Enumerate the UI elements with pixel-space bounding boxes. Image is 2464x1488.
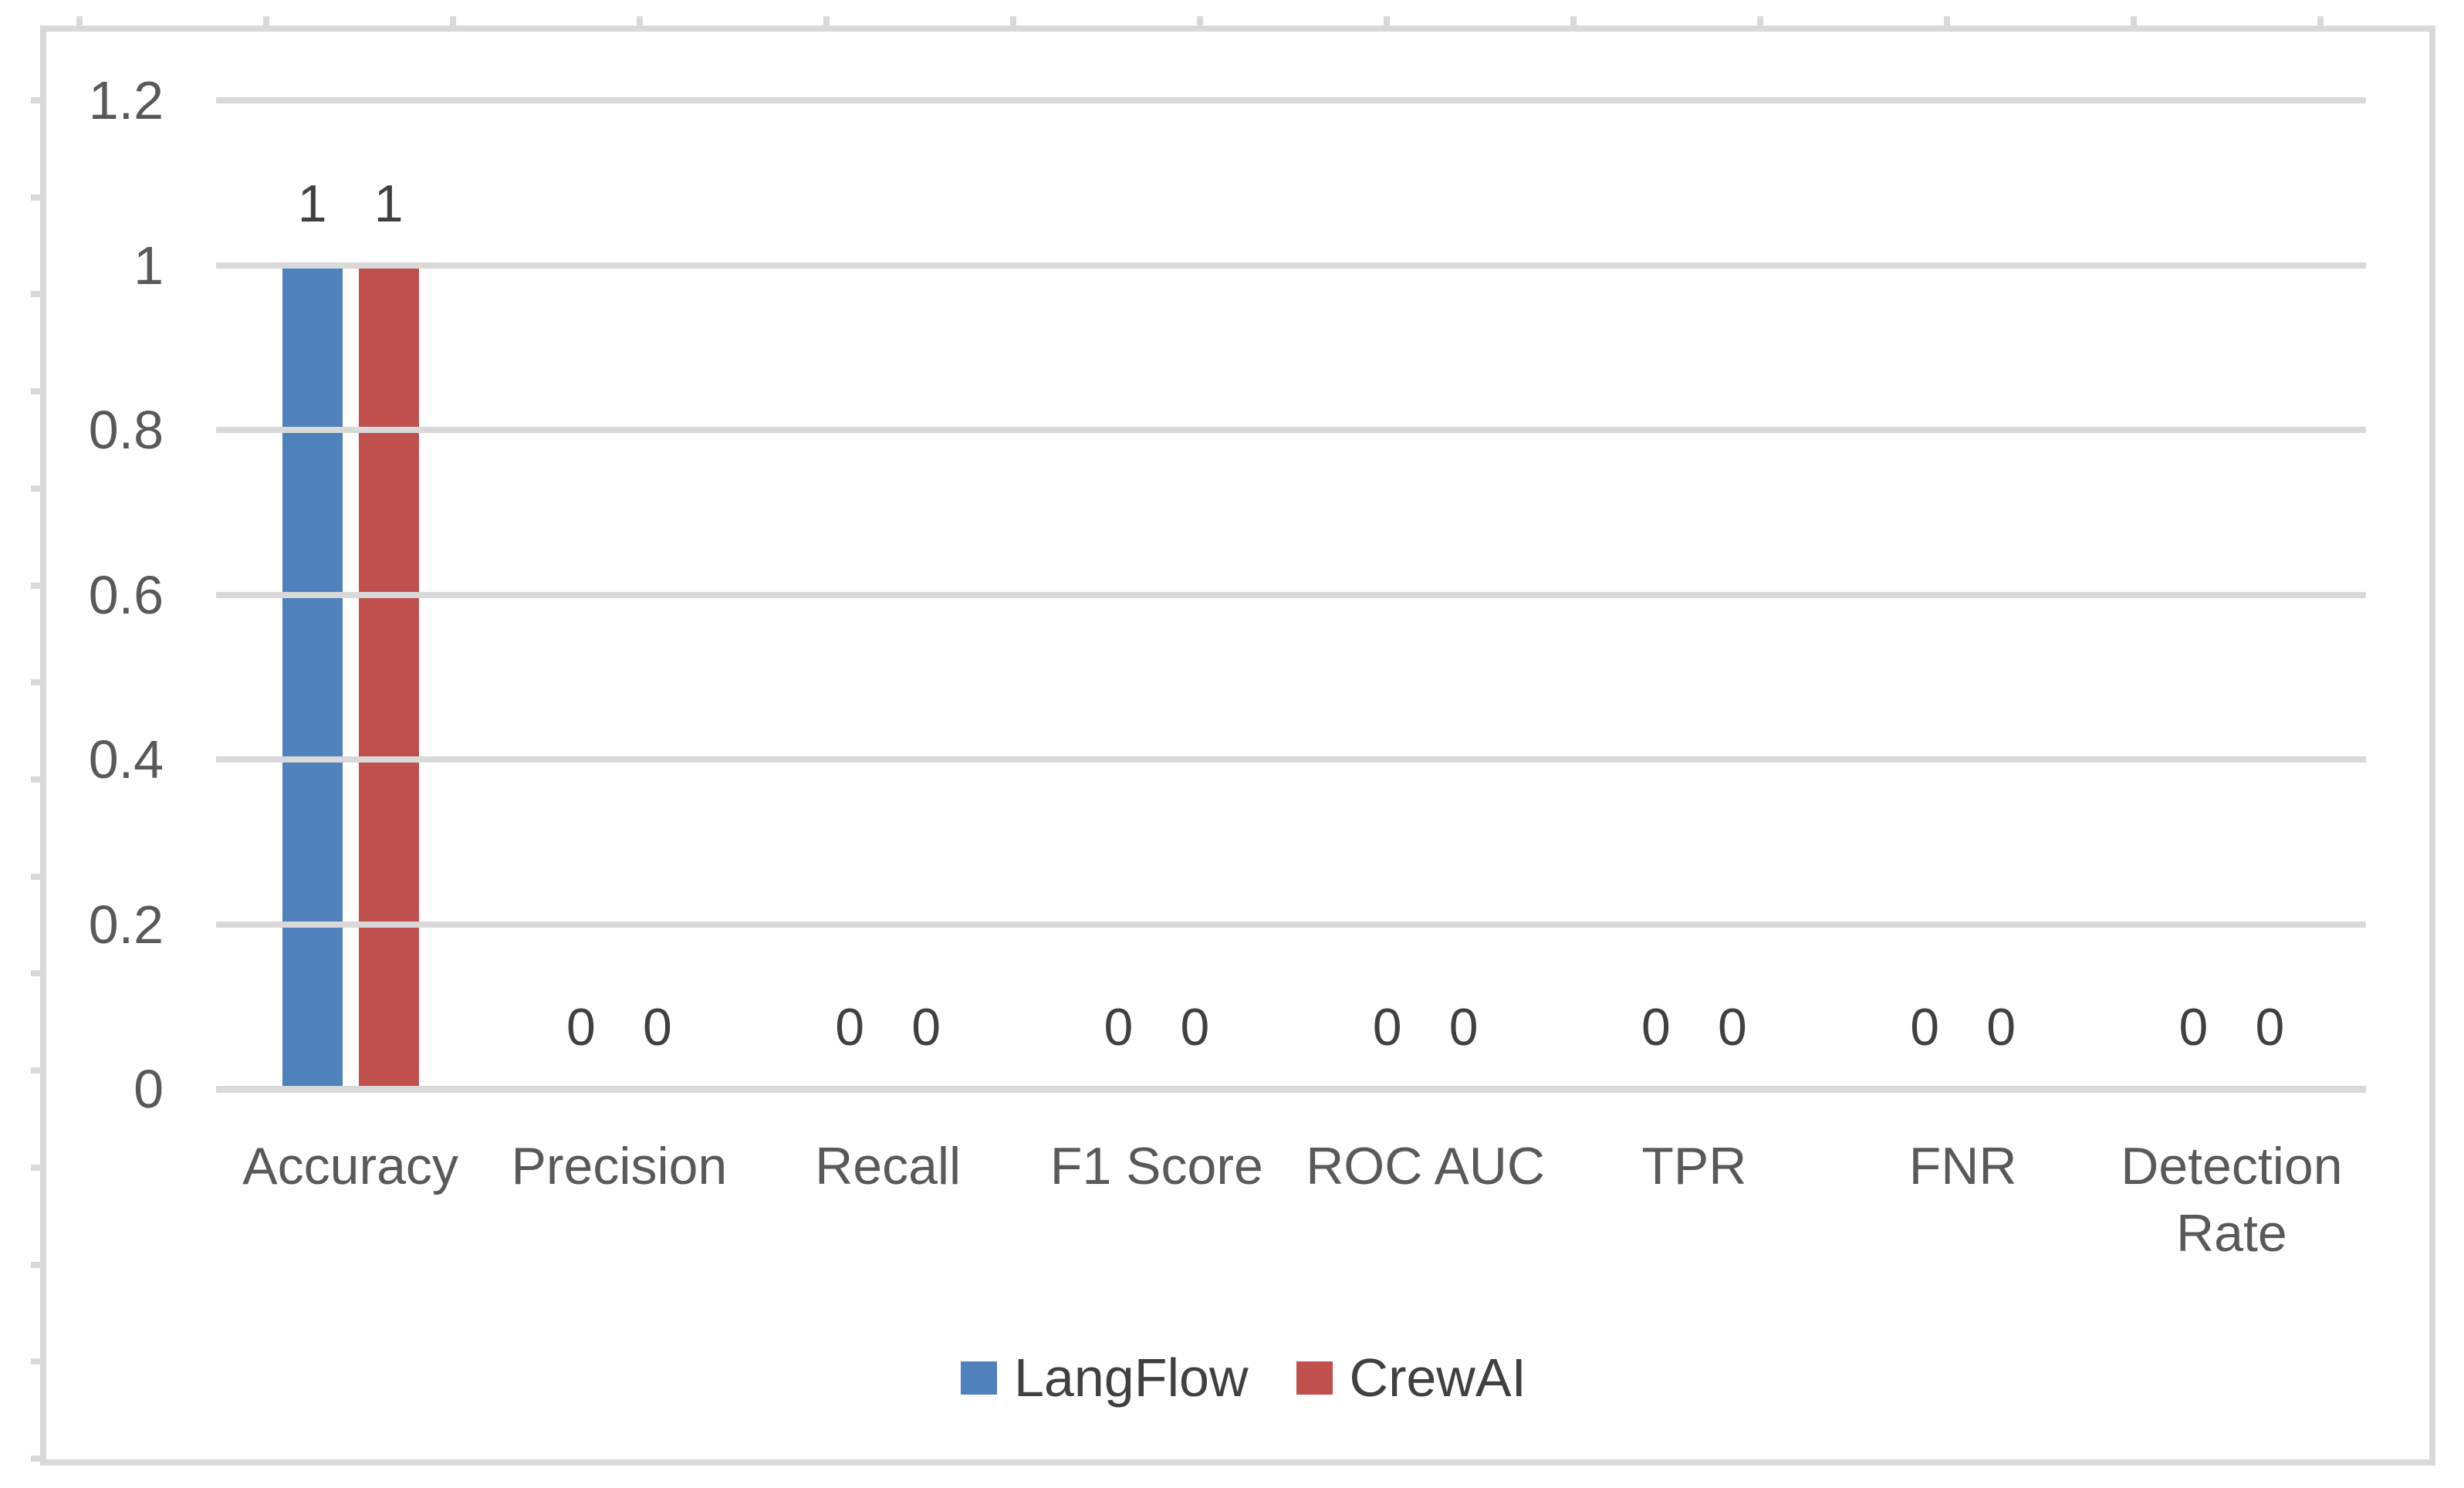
y-axis-minor-tick xyxy=(31,582,41,589)
data-label-crewai-f1-score: 0 xyxy=(1180,998,1210,1057)
y-axis-label-0.4: 0.4 xyxy=(88,729,164,790)
top-edge-minor-tick xyxy=(1944,16,1950,26)
data-label-langflow-tpr: 0 xyxy=(1641,998,1671,1057)
y-axis-label-1.2: 1.2 xyxy=(88,70,164,130)
gridline-y-1 xyxy=(216,262,2366,269)
y-axis-minor-tick xyxy=(31,1261,41,1268)
y-axis-label-1: 1 xyxy=(134,235,164,296)
data-label-crewai-accuracy: 1 xyxy=(373,174,404,233)
x-axis-line xyxy=(216,1085,2366,1093)
legend-item-crewai: CrewAI xyxy=(1296,1351,1526,1405)
legend-item-langflow: LangFlow xyxy=(961,1351,1249,1405)
y-axis-minor-tick xyxy=(31,776,41,783)
data-label-crewai-fnr: 0 xyxy=(1986,998,2016,1057)
legend-label-crewai: CrewAI xyxy=(1349,1348,1526,1408)
data-label-langflow-recall: 0 xyxy=(835,998,865,1057)
legend-swatch-langflow xyxy=(961,1361,997,1395)
y-axis-minor-tick xyxy=(31,679,41,686)
bar-langflow-accuracy xyxy=(282,268,343,1089)
top-edge-minor-tick xyxy=(76,16,83,26)
data-label-crewai-roc-auc: 0 xyxy=(1448,998,1479,1057)
x-axis-label-precision: Precision xyxy=(511,1137,728,1195)
top-edge-minor-tick xyxy=(1757,16,1763,26)
x-axis-label-fnr: FNR xyxy=(1908,1137,2017,1195)
y-axis-minor-tick xyxy=(31,194,41,201)
x-axis-label-recall: Recall xyxy=(815,1137,962,1195)
y-axis-label-0.8: 0.8 xyxy=(88,400,164,460)
data-label-langflow-fnr: 0 xyxy=(1910,998,1940,1057)
gridline-y-0.2 xyxy=(216,921,2366,928)
chart-border xyxy=(40,25,2435,1466)
x-axis-label-tpr: TPR xyxy=(1641,1137,1747,1195)
top-edge-minor-tick xyxy=(637,16,643,26)
y-axis-minor-tick xyxy=(31,1067,41,1074)
y-axis-minor-tick xyxy=(31,485,41,492)
top-edge-minor-tick xyxy=(1010,16,1016,26)
top-edge-minor-tick xyxy=(1570,16,1577,26)
y-axis-minor-tick xyxy=(31,291,41,298)
y-axis-minor-tick xyxy=(31,388,41,395)
data-label-langflow-precision: 0 xyxy=(566,998,596,1057)
bar-crewai-accuracy xyxy=(358,268,419,1089)
top-edge-minor-tick xyxy=(1384,16,1390,26)
gridline-y-0.6 xyxy=(216,591,2366,598)
x-axis-label-roc-auc: ROC AUC xyxy=(1306,1137,1546,1195)
y-axis-minor-tick xyxy=(31,970,41,977)
y-axis-label-0: 0 xyxy=(134,1059,164,1119)
legend: LangFlow CrewAI xyxy=(0,1351,2464,1405)
gridline-y-0.8 xyxy=(216,427,2366,433)
data-label-crewai-detection-rate: 0 xyxy=(2255,998,2285,1057)
legend-label-langflow: LangFlow xyxy=(1014,1348,1249,1408)
top-edge-minor-tick xyxy=(263,16,269,26)
y-axis-minor-tick xyxy=(31,1358,41,1365)
y-axis-minor-tick xyxy=(31,97,41,103)
y-axis-label-0.2: 0.2 xyxy=(88,894,164,955)
legend-swatch-crewai xyxy=(1296,1361,1333,1395)
data-label-crewai-recall: 0 xyxy=(911,998,941,1057)
data-label-langflow-accuracy: 1 xyxy=(297,174,327,233)
data-label-langflow-roc-auc: 0 xyxy=(1372,998,1402,1057)
y-axis-label-0.6: 0.6 xyxy=(88,564,164,625)
top-edge-minor-tick xyxy=(1197,16,1203,26)
data-label-crewai-precision: 0 xyxy=(642,998,672,1057)
y-axis-minor-tick xyxy=(31,1455,41,1462)
data-label-crewai-tpr: 0 xyxy=(1717,998,1747,1057)
x-axis-label-f1-score: F1 Score xyxy=(1049,1137,1263,1195)
gridline-y-0.4 xyxy=(216,756,2366,763)
top-edge-minor-tick xyxy=(2131,16,2137,26)
data-label-langflow-f1-score: 0 xyxy=(1104,998,1134,1057)
top-edge-minor-tick xyxy=(2317,16,2324,26)
x-axis-label-accuracy: Accuracy xyxy=(242,1137,458,1195)
top-edge-minor-tick xyxy=(823,16,830,26)
x-axis-label-detection-rate: Detection Rate xyxy=(2121,1137,2343,1263)
top-edge-minor-tick xyxy=(450,16,456,26)
y-axis-minor-tick xyxy=(31,873,41,880)
y-axis-minor-tick xyxy=(31,1164,41,1171)
gridline-y-1.2 xyxy=(216,97,2366,103)
data-label-langflow-detection-rate: 0 xyxy=(2178,998,2209,1057)
